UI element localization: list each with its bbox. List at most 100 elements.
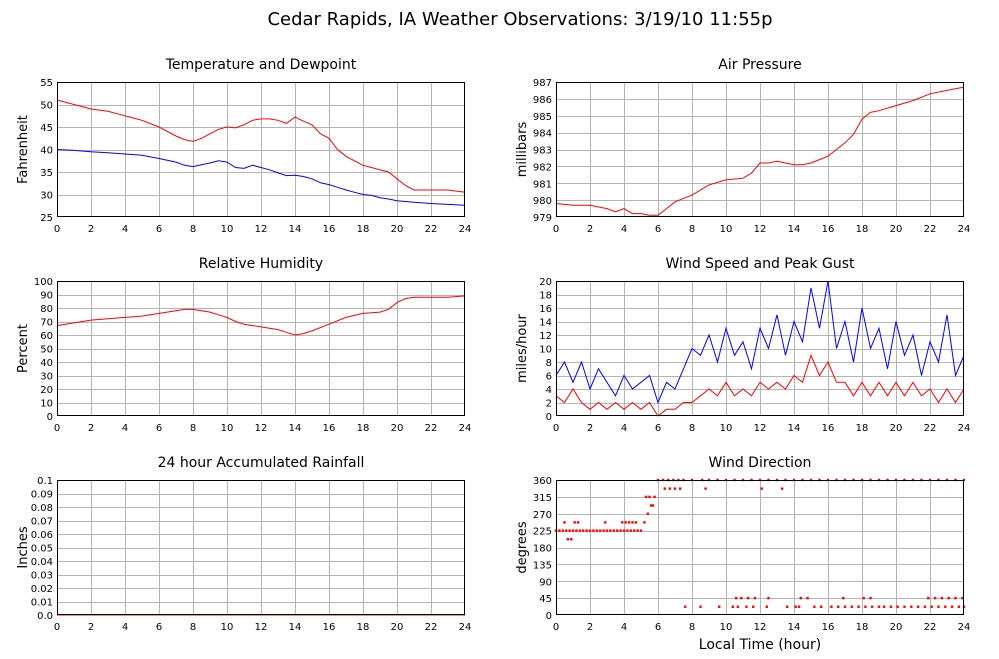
wind-y-tick-label: 16 — [539, 304, 552, 315]
humidity-x-tick-label: 14 — [289, 423, 302, 434]
humidity-x-tick-label: 0 — [54, 423, 60, 434]
direction-x-tick-label: 22 — [924, 622, 937, 633]
direction-point — [648, 495, 651, 499]
direction-point — [604, 521, 607, 524]
rain-x-tick-label: 6 — [156, 622, 162, 633]
pressure-frame — [556, 82, 964, 217]
pressure-y-axis-label: millibars — [515, 122, 530, 178]
rain-frame — [57, 480, 465, 615]
direction-y-tick-label: 360 — [533, 476, 552, 487]
wind-y-tick-label: 20 — [539, 277, 552, 288]
rain-y-tick-label: 0.02 — [31, 584, 53, 595]
direction-point — [629, 529, 632, 532]
direction-point — [568, 529, 571, 532]
direction-title: Wind Direction — [709, 455, 812, 471]
temp-x-tick-label: 18 — [357, 224, 370, 235]
pressure-title: Air Pressure — [718, 57, 801, 73]
pressure-x-tick-label: 18 — [856, 224, 869, 235]
wind-y-tick-label: 4 — [546, 385, 552, 396]
rain-y-tick-label: 0.09 — [31, 490, 53, 501]
humidity-x-tick-label: 18 — [357, 423, 370, 434]
direction-point — [746, 596, 750, 600]
direction-x-tick-label: 12 — [754, 622, 767, 633]
humidity-y-tick-label: 20 — [40, 385, 53, 396]
wind-x-tick-label: 0 — [553, 423, 559, 434]
humidity-title: Relative Humidity — [199, 256, 323, 272]
wind-x-tick-label: 18 — [856, 423, 869, 434]
temp-y-tick-label: 45 — [40, 123, 53, 134]
direction-point — [882, 605, 886, 608]
temp-series-1-line — [56, 149, 466, 206]
temp-y-tick-label: 40 — [40, 146, 53, 157]
pressure-y-tick-label: 987 — [533, 78, 552, 89]
temp-y-tick-label: 50 — [40, 101, 53, 112]
direction-point — [850, 605, 853, 608]
direction-frame — [556, 480, 964, 615]
direction-point — [944, 605, 947, 608]
pressure-x-tick-label: 0 — [553, 224, 559, 235]
direction-x-tick-label: 14 — [788, 622, 801, 633]
direction-point — [842, 596, 845, 600]
humidity-y-tick-label: 100 — [34, 277, 53, 288]
rain-x-tick-label: 14 — [289, 622, 302, 633]
direction-point — [561, 529, 564, 532]
pressure-x-tick-label: 14 — [788, 224, 801, 235]
pressure-x-tick-label: 2 — [587, 224, 593, 235]
direction-point — [830, 605, 833, 608]
direction-point — [718, 605, 721, 608]
direction-y-tick-label: 90 — [539, 577, 552, 588]
temp-title: Temperature and Dewpoint — [165, 57, 357, 73]
temp-y-tick-label: 30 — [40, 191, 53, 202]
direction-point — [786, 605, 789, 608]
wind-x-tick-label: 24 — [958, 423, 971, 434]
direction-x-tick-label: 8 — [689, 622, 695, 633]
temp-frame — [57, 82, 465, 217]
direction-point — [609, 529, 612, 532]
rain-y-tick-label: 0.07 — [31, 517, 53, 528]
temp-y-tick-label: 35 — [40, 168, 53, 179]
humidity-frame — [57, 281, 465, 416]
rain-x-tick-label: 18 — [357, 622, 370, 633]
direction-y-tick-label: 225 — [533, 527, 552, 538]
direction-point — [622, 529, 626, 532]
wind-y-tick-label: 2 — [546, 399, 552, 410]
direction-point — [765, 605, 768, 608]
direction-point — [869, 596, 872, 600]
direction-point — [735, 596, 738, 600]
rain-y-tick-label: 0.04 — [31, 557, 53, 568]
direction-point — [857, 605, 860, 608]
direction-point — [650, 504, 653, 507]
direction-point — [916, 605, 920, 608]
pressure-x-tick-label: 16 — [822, 224, 835, 235]
temp-x-tick-label: 24 — [459, 224, 472, 235]
pressure-y-tick-label: 984 — [533, 129, 552, 140]
wind-frame — [556, 281, 964, 416]
humidity-y-tick-label: 60 — [40, 331, 53, 342]
temp-x-tick-label: 6 — [156, 224, 162, 235]
direction-point — [585, 529, 588, 532]
direction-y-tick-label: 45 — [539, 594, 552, 605]
rain-y-tick-label: 0.01 — [31, 598, 53, 609]
direction-point — [950, 605, 954, 608]
direction-x-tick-label: 6 — [655, 622, 661, 633]
wind-y-tick-label: 12 — [539, 331, 552, 342]
rain-y-tick-label: 0.0 — [37, 611, 53, 622]
rain-y-tick-label: 0.06 — [31, 530, 53, 541]
direction-point — [736, 605, 740, 608]
direction-x-tick-label: 16 — [822, 622, 835, 633]
direction-x-tick-label: 10 — [720, 622, 733, 633]
direction-point — [576, 521, 580, 524]
rain-y-tick-label: 0.08 — [31, 503, 53, 514]
direction-point — [937, 605, 940, 608]
temp-x-tick-label: 22 — [425, 224, 438, 235]
rain-x-tick-label: 2 — [88, 622, 94, 633]
wind-x-tick-label: 2 — [587, 423, 593, 434]
direction-point — [954, 596, 957, 600]
pressure-y-tick-label: 982 — [533, 162, 552, 173]
direction-point — [813, 605, 816, 608]
rain-x-tick-label: 24 — [459, 622, 472, 633]
direction-point — [797, 605, 801, 608]
